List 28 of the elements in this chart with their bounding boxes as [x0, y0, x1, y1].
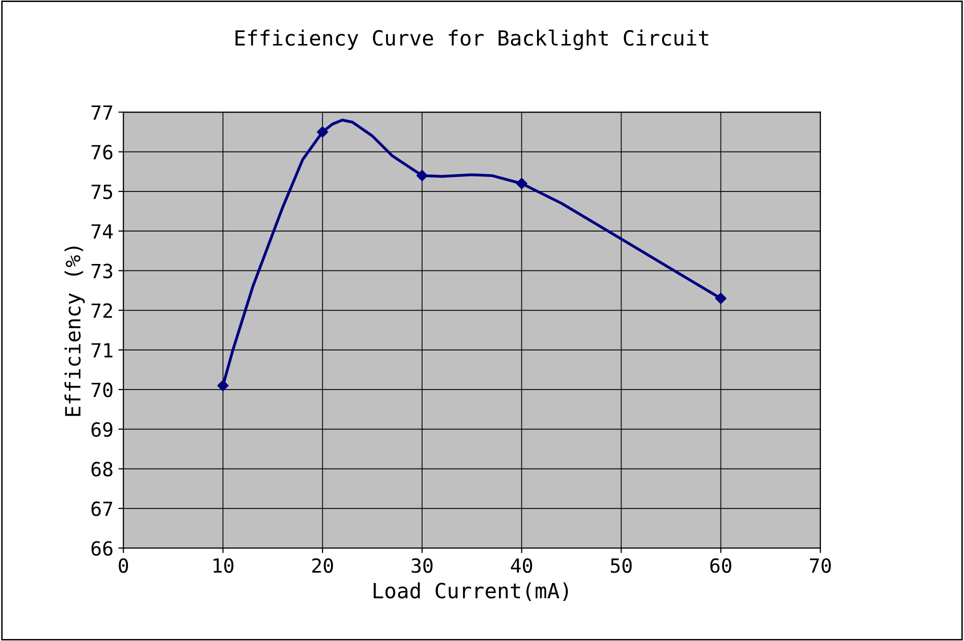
y-tick-label: 67: [92, 501, 112, 516]
y-tick-label: 69: [92, 422, 112, 437]
y-tick-label: 66: [92, 541, 112, 556]
y-tick-label: 70: [92, 382, 112, 398]
point: [516, 178, 528, 190]
y-tick-label: 74: [92, 224, 113, 238]
chart-title: Efficiency Curve for Backlight Circuit: [236, 30, 708, 50]
x-tick-label: 50: [610, 558, 632, 573]
point: [715, 292, 726, 304]
y-axis-title: Efficiency (%): [64, 246, 85, 416]
x-tick-label: 30: [412, 558, 433, 573]
x-tick-label: 60: [710, 558, 732, 573]
point: [316, 126, 328, 138]
x-tick-label: 40: [510, 558, 532, 573]
y-tick-label: 72: [92, 303, 112, 318]
x-tick-label: 20: [312, 558, 333, 573]
x-axis-title: Load Current(mA): [374, 582, 568, 601]
point: [416, 170, 428, 182]
point: [217, 380, 229, 392]
y-tick-label: 73: [92, 264, 112, 278]
y-tick-label: 75: [92, 184, 112, 200]
x-tick-label: 10: [214, 558, 234, 573]
y-tick-label: 68: [92, 462, 112, 477]
y-tick-label: 76: [92, 144, 112, 160]
x-tick-label: 70: [810, 558, 831, 573]
x-tick-label: 0: [118, 558, 128, 573]
y-tick-label: 77: [92, 105, 112, 120]
y-tick-label: 71: [92, 343, 112, 358]
